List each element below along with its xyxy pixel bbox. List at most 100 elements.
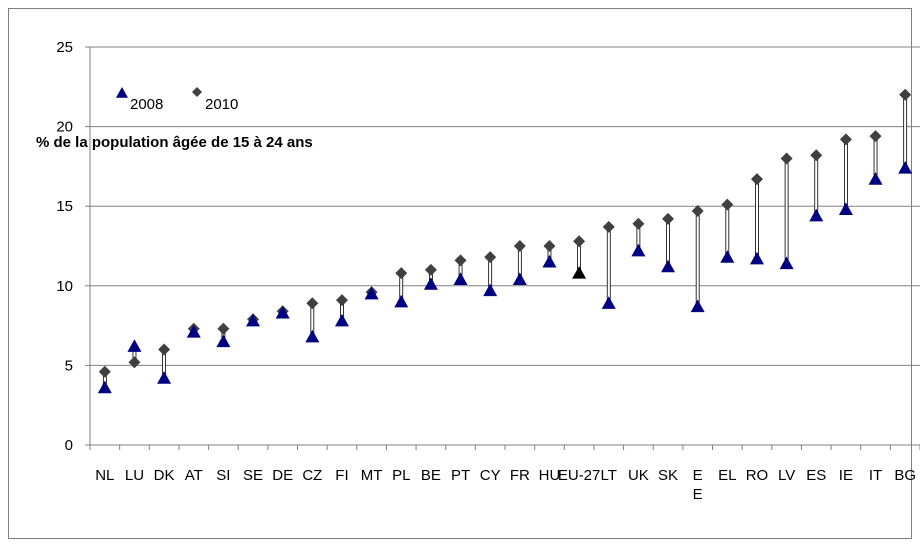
x-tick-label-LV: LV bbox=[778, 467, 795, 484]
point-2010-HU bbox=[543, 240, 556, 252]
y-tick-label-20: 20 bbox=[56, 119, 73, 136]
x-tick-label-EL: EL bbox=[718, 467, 736, 484]
point-2010-RO bbox=[750, 173, 763, 186]
x-tick-label-PL: PL bbox=[392, 467, 410, 484]
point-2010-NL bbox=[98, 365, 111, 378]
point-2010-PT bbox=[454, 254, 467, 267]
legend-diamond-marker bbox=[192, 87, 202, 97]
x-tick-label-BE: BE bbox=[421, 467, 441, 484]
y-tick-label-25: 25 bbox=[56, 39, 73, 56]
x-tick-label-LU: LU bbox=[125, 467, 144, 484]
x-tick-label-HU: HU bbox=[539, 467, 561, 484]
connector-LV bbox=[784, 158, 789, 264]
point-2008-BG bbox=[898, 160, 913, 174]
point-2010-LU bbox=[128, 356, 141, 369]
connector-BG bbox=[903, 94, 908, 169]
y-tick-labels: 0 5 10 15 20 25 bbox=[56, 39, 73, 454]
point-2010-UK bbox=[632, 217, 645, 230]
x-tick-label-FI: FI bbox=[335, 467, 348, 484]
point-2008-NL bbox=[97, 380, 112, 394]
point-2010-EL bbox=[721, 198, 734, 211]
point-2010-DK bbox=[158, 343, 171, 356]
x-tick-label-MT: MT bbox=[361, 467, 383, 484]
connector-EL bbox=[725, 204, 730, 258]
point-2008-ES bbox=[809, 208, 824, 222]
gridlines bbox=[90, 46, 920, 366]
x-tick-label-DK: DK bbox=[154, 467, 175, 484]
x-tick-label-SI: SI bbox=[216, 467, 230, 484]
point-2010-BE bbox=[424, 263, 437, 276]
point-2010-SK bbox=[662, 212, 675, 225]
point-2010-IE bbox=[839, 133, 852, 146]
legend-label-2010: 2010 bbox=[205, 96, 238, 113]
point-2010-LT bbox=[602, 220, 615, 233]
y-tick-label-0: 0 bbox=[65, 437, 73, 454]
x-tick-label-NL: NL bbox=[95, 467, 114, 484]
legend-triangle-marker bbox=[116, 87, 128, 98]
point-2010-IT bbox=[869, 130, 882, 143]
point-2010-CY bbox=[484, 251, 497, 264]
x-tick-label-RO: RO bbox=[746, 467, 769, 484]
x-tick-label-IT: IT bbox=[869, 467, 882, 484]
x-tick-label-LT: LT bbox=[601, 467, 617, 484]
x-tick-label-AT: AT bbox=[185, 467, 203, 484]
point-2008-EU-27 bbox=[572, 266, 587, 279]
point-2010-LV bbox=[780, 152, 793, 165]
point-2008-IT bbox=[868, 172, 883, 185]
x-tick-label-UK: UK bbox=[628, 467, 649, 484]
x-tick-label-CY: CY bbox=[480, 467, 501, 484]
point-2010-BG bbox=[899, 88, 912, 101]
connector-LT bbox=[606, 226, 611, 304]
x-tick-label-CZ: CZ bbox=[302, 467, 322, 484]
point-2008-FR bbox=[512, 272, 527, 286]
x-tick-label-IE: IE bbox=[839, 467, 853, 484]
point-2008-DK bbox=[157, 371, 172, 384]
y-tick-label-15: 15 bbox=[56, 198, 73, 215]
point-2008-CY bbox=[483, 283, 498, 297]
connector-SK bbox=[666, 218, 670, 268]
y-tick-label-10: 10 bbox=[56, 278, 73, 295]
point-2008-RO bbox=[749, 251, 764, 265]
point-2008-IE bbox=[838, 202, 853, 215]
connector-E bbox=[695, 210, 700, 307]
point-2010-PL bbox=[395, 267, 408, 280]
legend-label-2008: 2008 bbox=[130, 96, 163, 113]
data-marks bbox=[97, 88, 913, 394]
x-tick-label-SE: SE bbox=[243, 467, 263, 484]
point-2008-DE bbox=[275, 305, 290, 319]
x-tick-label-ES: ES bbox=[806, 467, 826, 484]
y-axis-label: % de la population âgée de 15 à 24 ans bbox=[36, 134, 313, 151]
point-2010-CZ bbox=[306, 297, 319, 310]
point-2008-PL bbox=[394, 294, 409, 308]
connector-ES bbox=[814, 154, 819, 217]
point-2010-ES bbox=[810, 149, 823, 162]
point-2010-FI bbox=[335, 294, 348, 307]
point-2008-EL bbox=[720, 250, 735, 263]
x-tick-label-E: E bbox=[693, 467, 703, 484]
y-tick-label-5: 5 bbox=[65, 357, 73, 374]
point-2008-CZ bbox=[305, 329, 320, 343]
point-2010-E bbox=[691, 204, 704, 217]
point-2008-LU bbox=[127, 339, 142, 352]
x-tick-label-PT: PT bbox=[451, 467, 470, 484]
x-tick-label-EU-27: EU-27 bbox=[558, 467, 601, 484]
point-2010-SI bbox=[217, 322, 230, 335]
point-2008-HU bbox=[542, 254, 557, 268]
x-tick-sublabel-E: E bbox=[693, 486, 703, 503]
axes bbox=[85, 46, 920, 450]
point-2010-FR bbox=[513, 240, 526, 252]
point-2008-SE bbox=[246, 313, 261, 327]
chart-frame bbox=[8, 8, 912, 539]
point-2008-LV bbox=[779, 256, 794, 270]
point-2008-PT bbox=[453, 272, 468, 286]
point-2008-MT bbox=[364, 286, 379, 300]
x-tick-label-FR: FR bbox=[510, 467, 530, 484]
point-2008-E bbox=[690, 299, 705, 313]
connector-IE bbox=[843, 138, 848, 210]
point-2008-AT bbox=[186, 324, 201, 338]
connector-RO bbox=[755, 178, 759, 260]
point-2008-SI bbox=[216, 334, 231, 348]
point-2008-LT bbox=[601, 296, 616, 309]
